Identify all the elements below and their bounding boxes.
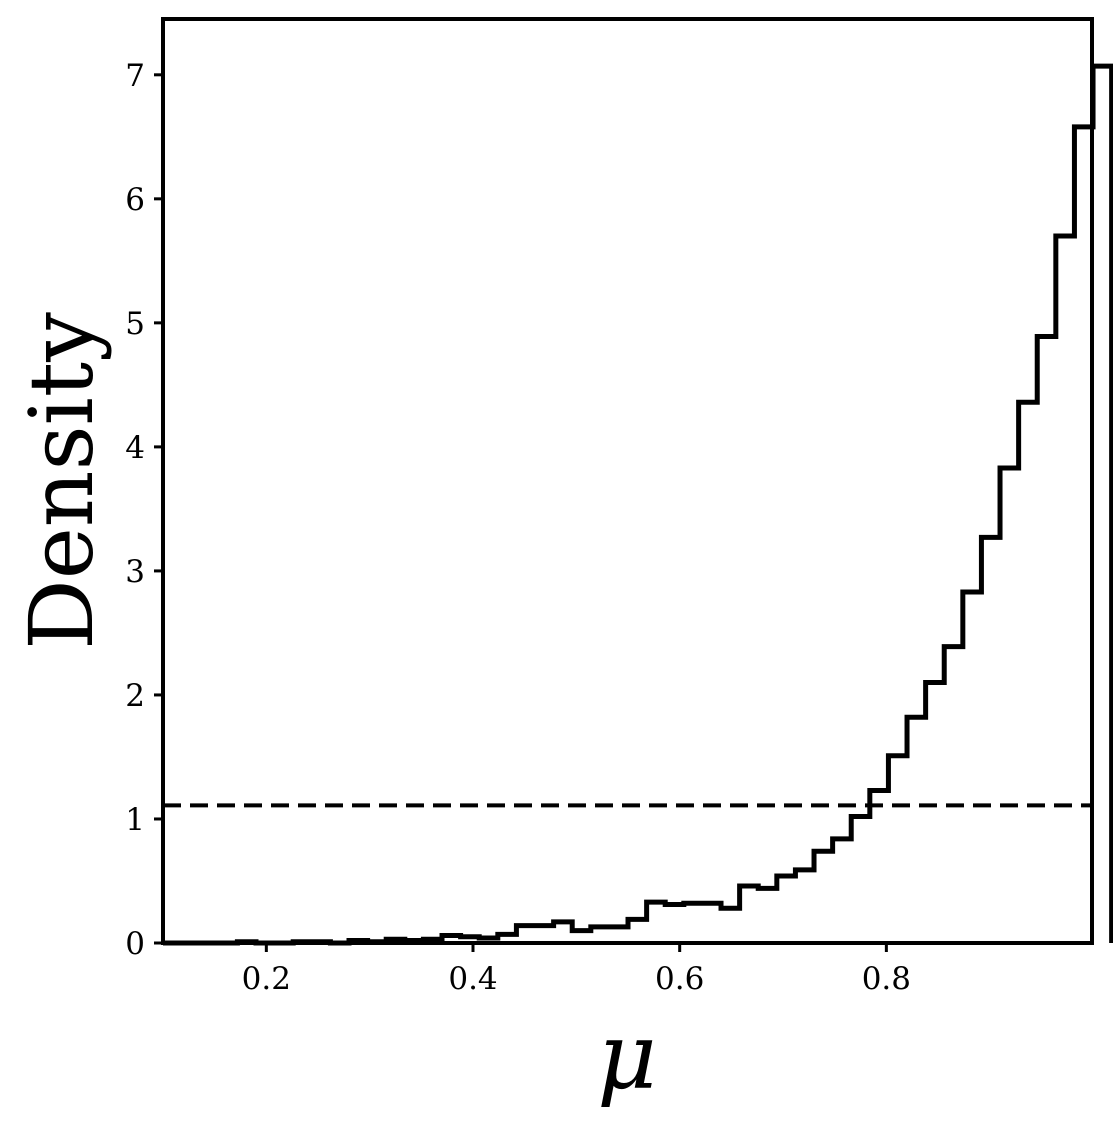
- y-tick-label: 4: [125, 430, 145, 466]
- plot-frame: [161, 17, 1094, 945]
- y-axis-label: Density: [10, 312, 113, 650]
- y-tick-label: 0: [125, 926, 145, 962]
- x-tick-label: 0.8: [862, 961, 911, 997]
- y-tick-label: 3: [125, 554, 145, 590]
- axis-ticks: 0.2 0.4 0.6 0.8 0 1 2 3 4 5 6 7: [125, 58, 911, 997]
- y-tick-label: 7: [125, 58, 145, 94]
- y-tick-label: 1: [125, 802, 145, 838]
- x-axis-label: μ: [597, 1003, 657, 1110]
- x-tick-label: 0.4: [448, 961, 497, 997]
- x-tick-label: 0.2: [242, 961, 291, 997]
- x-tick-label: 0.6: [655, 961, 704, 997]
- y-tick-label: 6: [125, 182, 145, 218]
- histogram-step-line: [163, 63, 1113, 946]
- plot-area: [163, 63, 1113, 946]
- y-tick-label: 2: [125, 678, 145, 714]
- y-tick-label: 5: [125, 306, 145, 342]
